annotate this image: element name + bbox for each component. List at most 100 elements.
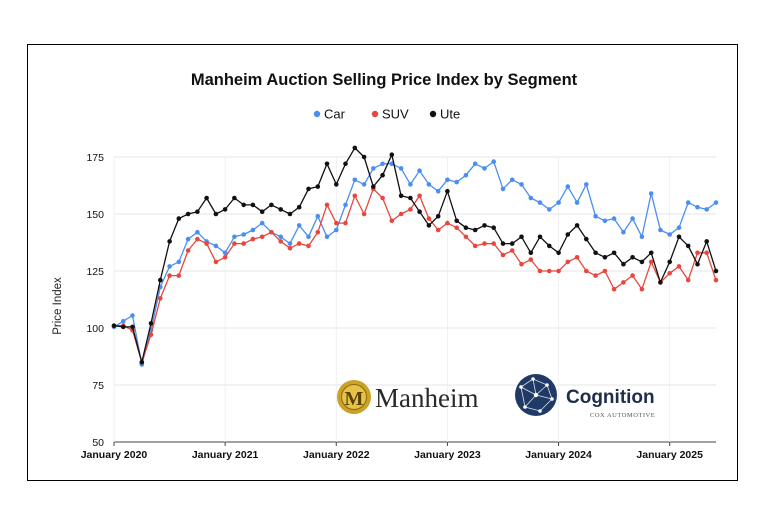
data-point-suv [380,195,385,201]
data-point-ute [426,223,432,228]
data-point-suv [241,241,246,246]
data-point-ute [296,204,302,210]
data-point-car [241,232,246,237]
data-point-suv [324,202,330,208]
y-tick-label: 100 [86,323,104,335]
data-point-ute [121,324,126,330]
data-point-suv [574,255,580,260]
data-point-suv [389,218,395,224]
data-point-suv [398,211,404,217]
data-point-suv [408,207,413,212]
data-point-car [611,216,617,221]
data-point-suv [556,268,561,274]
data-point-car [250,227,256,233]
data-point-ute [408,195,413,201]
data-point-ute [667,259,672,265]
y-tick-label: 75 [92,380,104,392]
series-car [111,159,719,367]
data-point-car [426,182,432,187]
data-point-car [445,177,450,183]
data-point-suv [334,220,339,226]
data-point-car [408,182,413,187]
data-point-ute [528,250,534,256]
data-point-car [287,241,293,246]
series-ute [111,145,719,365]
data-point-suv [519,261,524,267]
data-point-car [537,200,543,205]
data-point-car [639,234,645,240]
chart-frame: Manheim Auction Selling Price Index by S… [27,44,738,481]
data-point-suv [547,268,552,274]
data-point-ute [454,218,460,224]
data-point-suv [639,286,645,292]
data-point-car [621,229,626,235]
data-point-car [482,166,487,171]
data-point-ute [222,207,228,212]
data-point-ute [195,209,200,214]
x-axis-ticks: January 2020 January 2021 January 2022 Janu… [81,442,703,461]
data-point-suv [148,332,154,338]
data-point-car [630,216,635,221]
data-point-suv [713,277,719,283]
y-axis-label: Price Index [52,277,64,335]
data-point-suv [565,259,571,265]
data-point-ute [593,250,598,256]
data-point-ute [417,209,422,214]
data-point-suv [482,241,487,246]
data-point-suv [343,220,348,226]
data-point-ute [315,184,321,189]
data-point-car [222,250,228,256]
x-tick-label: January 2023 [414,449,481,461]
data-point-suv [306,243,311,249]
data-point-suv [463,234,469,240]
legend-label-suv: SUV [382,107,409,122]
data-point-suv [185,248,191,253]
data-point-suv [269,229,274,235]
data-point-car [352,177,358,183]
series-suv [111,186,719,365]
y-tick-label: 175 [86,152,104,164]
data-point-ute [658,280,663,285]
data-point-car [232,234,237,240]
data-point-ute [232,195,237,201]
data-point-car [259,220,265,226]
series-line-ute [113,147,717,363]
data-point-suv [259,234,265,240]
data-point-ute [185,211,191,217]
data-point-ute [547,243,552,249]
data-point-car [398,166,404,171]
data-point-ute [435,214,441,219]
data-point-car [380,161,385,167]
data-point-ute [148,321,154,326]
data-point-car [176,259,182,265]
data-point-ute [611,250,617,256]
data-point-car [593,214,598,219]
data-point-suv [509,248,515,253]
data-point-car [602,218,608,224]
legend-marker-car [313,110,321,118]
data-point-ute [537,234,543,240]
data-point-suv [667,271,672,276]
data-point-ute [482,223,487,228]
data-point-suv [648,259,654,265]
data-point-suv [158,296,163,301]
data-point-ute [259,209,265,214]
data-point-suv [621,280,626,285]
data-point-ute [361,154,367,160]
data-point-ute [371,184,376,189]
data-point-ute [130,324,135,330]
data-point-ute [139,359,145,365]
data-point-car [695,204,700,210]
y-tick-label: 150 [86,209,104,221]
data-point-car [417,168,422,173]
data-point-suv [435,227,441,233]
data-point-suv [537,268,543,274]
data-point-car [296,223,302,228]
data-point-ute [324,161,330,167]
legend: Car SUV Ute [313,107,460,122]
data-point-ute [602,255,608,260]
data-point-ute [556,250,561,256]
data-point-ute [269,202,274,208]
data-point-car [556,200,561,205]
chart: Manheim Auction Selling Price Index by S… [52,71,719,461]
